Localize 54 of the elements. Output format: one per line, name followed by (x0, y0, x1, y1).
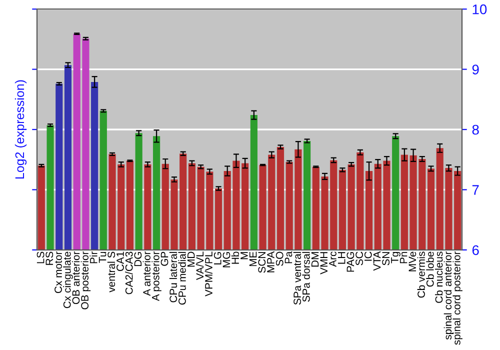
x-tick-label: DG (134, 252, 142, 266)
x-tick-label: VMH (320, 252, 328, 274)
y-tick-label: 6 (472, 245, 479, 256)
x-tick-label: LG (214, 252, 222, 264)
x-tick-label: spinal cord anterior (444, 251, 454, 340)
x-tick-label: A anterior (142, 251, 150, 296)
x-tick-label: ventral S (107, 252, 116, 292)
x-tick-label: PAG (346, 252, 354, 272)
x-tick-label: OB anterior (72, 251, 80, 304)
x-tick-label: DM (311, 252, 319, 267)
x-tick-label: RS (46, 252, 54, 265)
x-tick-label: CPu medial (178, 252, 186, 305)
x-tick-label: VTA (373, 251, 381, 271)
y-axis-title: Log2 (expression) (14, 80, 27, 178)
y-tick-label: 7 (472, 185, 479, 195)
x-tick-label: SPa dorsal (302, 252, 310, 302)
x-tick-label: MVe (408, 252, 416, 272)
x-tick-label: Cb nucleus (435, 252, 443, 303)
x-tick-label: Pn (400, 252, 408, 264)
x-tick-label: Cx cingulate (63, 252, 73, 308)
x-tick-label: Cx motor (54, 251, 62, 294)
x-tick-label: LH (338, 252, 346, 264)
x-tick-label: Arc (329, 252, 336, 267)
x-tick-label: CA1 (116, 252, 124, 272)
x-tick-label: Hb (231, 252, 240, 264)
x-tick-label: MG (222, 252, 230, 268)
x-tick-label: CA2/CA3 (125, 252, 133, 294)
x-tick-label: spinal cord posterior (452, 251, 462, 345)
x-tick-label: M (240, 252, 248, 260)
x-tick-label: GP (160, 252, 168, 266)
x-tick-label: Pa (284, 251, 292, 264)
x-tick-label: Tg (391, 252, 400, 264)
x-tick-label: ME (249, 252, 257, 266)
x-tick-label: LS (36, 252, 44, 264)
x-tick-label: SN (382, 252, 390, 266)
x-tick-label: A posterior (152, 251, 162, 302)
x-tick-label: SC (356, 252, 363, 266)
x-tick-label: Cb vermis (417, 252, 425, 298)
x-tick-label: SPa ventral (293, 252, 301, 305)
x-tick-label: SO (276, 252, 284, 266)
y-tick-label: 10 (472, 4, 487, 14)
x-tick-label: Tu (98, 252, 106, 263)
x-tick-label: SCN (258, 252, 266, 273)
x-tick-label: VPM/VPL (204, 252, 212, 296)
x-tick-label: MD (187, 252, 195, 267)
x-tick-label: OB posterior (80, 251, 91, 310)
x-tick-label: MPA (267, 251, 274, 272)
x-tick-label: CPu lateral (169, 252, 178, 302)
y-tick-label: 9 (472, 64, 479, 74)
x-tick-label: VA/VL (196, 252, 204, 280)
x-tick-label: Pir (90, 251, 98, 264)
x-tick-label: IC (364, 252, 372, 261)
y-tick-label: 8 (472, 124, 479, 135)
x-tick-label: Cb lobe (426, 252, 434, 287)
